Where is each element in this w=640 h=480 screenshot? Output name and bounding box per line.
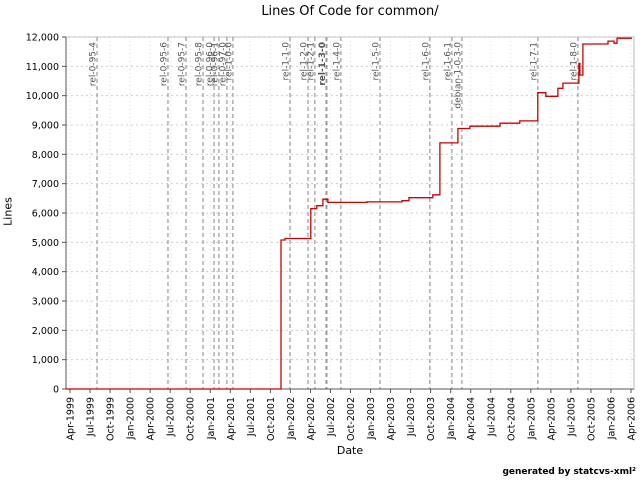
x-tick-label: Jul-2003 — [406, 397, 417, 437]
x-tick-label: Jul-2002 — [326, 397, 337, 437]
release-tag-label: rel-0-95-7 — [178, 42, 188, 86]
y-tick-label: 6,000 — [32, 209, 59, 220]
y-tick-label: 0 — [53, 385, 59, 396]
release-tag-label: debian-1-0-3-0 — [453, 42, 463, 109]
x-tick-label: Apr-2000 — [146, 397, 157, 440]
x-tick-label: Apr-2005 — [546, 397, 557, 440]
x-tick-label: Oct-2004 — [506, 397, 517, 441]
x-axis-label: Date — [336, 444, 364, 457]
y-tick-label: 4,000 — [32, 267, 59, 278]
y-tick-label: 10,000 — [26, 91, 59, 102]
x-tick-label: Jul-2004 — [486, 397, 497, 437]
x-tick-label: Jan-2005 — [526, 397, 537, 440]
release-tag-label: rel-0-97-0 — [218, 42, 228, 86]
x-tick-label: Oct-2000 — [186, 397, 197, 441]
release-tag-label: rel-1-6-0 — [421, 42, 431, 81]
release-tag-label: rel-0-95-8 — [195, 42, 205, 86]
x-tick-label: Oct-1999 — [106, 397, 117, 441]
chart-title: Lines Of Code for common/ — [261, 4, 439, 19]
release-tag-label: rel-1-2-1 — [306, 42, 316, 80]
y-tick-label: 7,000 — [32, 179, 59, 190]
x-tick-label: Jul-2000 — [166, 397, 177, 437]
x-tick-label: Jul-2005 — [566, 397, 577, 437]
release-tag-label: rel-1-2-0 — [300, 42, 310, 81]
x-tick-label: Oct-2001 — [266, 397, 277, 441]
y-tick-label: 2,000 — [32, 326, 59, 337]
x-tick-label: Jul-2001 — [246, 397, 257, 437]
release-tag-label: rel-1-0-0 — [224, 42, 234, 81]
release-tag-label: rel-1-3-0 — [318, 42, 328, 86]
y-tick-label: 1,000 — [32, 355, 59, 366]
y-tick-label: 12,000 — [26, 33, 59, 44]
x-tick-label: Oct-2003 — [426, 397, 437, 441]
x-tick-label: Oct-2005 — [586, 397, 597, 441]
y-tick-label: 5,000 — [32, 238, 59, 249]
x-tick-label: Jan-2003 — [366, 397, 377, 440]
y-tick-label: 3,000 — [32, 297, 59, 308]
x-tick-label: Apr-2001 — [226, 397, 237, 440]
y-tick-label: 11,000 — [26, 62, 59, 73]
x-tick-label: Apr-2006 — [627, 397, 638, 440]
y-tick-label: 8,000 — [32, 150, 59, 161]
x-tick-label: Apr-2003 — [386, 397, 397, 440]
y-tick-label: 9,000 — [32, 121, 59, 132]
release-tag-label: rel-0-95-4 — [89, 42, 99, 86]
release-tag-label: rel-0-95-6 — [159, 42, 169, 86]
x-tick-label: Oct-2002 — [346, 397, 357, 441]
release-tag-label: rel-1-6-1 — [443, 42, 453, 80]
x-tick-label: Apr-2002 — [306, 397, 317, 440]
x-tick-label: Apr-2004 — [466, 397, 477, 440]
generator-credit: generated by statcvs-xml² — [502, 467, 636, 477]
loc-series-line — [66, 37, 632, 390]
x-tick-label: Apr-1999 — [66, 397, 77, 440]
release-tag-label: rel-1-4-0 — [332, 42, 342, 81]
release-tag-label: rel-1-7-1 — [529, 42, 539, 80]
release-tag-label: rel-0-96-0 — [206, 42, 216, 86]
release-tag-label: rel-1-5-0 — [371, 42, 381, 81]
x-tick-label: Jan-2006 — [606, 397, 617, 440]
release-tag-label: rel-1-1-0 — [281, 42, 291, 81]
release-tag-label: rel-1-8-0 — [569, 42, 579, 81]
x-tick-label: Jan-2004 — [446, 397, 457, 440]
release-tag-label: rel-0-96-1 — [210, 42, 220, 86]
x-tick-label: Jan-2002 — [286, 397, 297, 440]
x-tick-label: Jan-2001 — [206, 397, 217, 440]
x-tick-label: Jul-1999 — [86, 397, 97, 437]
x-tick-label: Jan-2000 — [126, 397, 137, 440]
